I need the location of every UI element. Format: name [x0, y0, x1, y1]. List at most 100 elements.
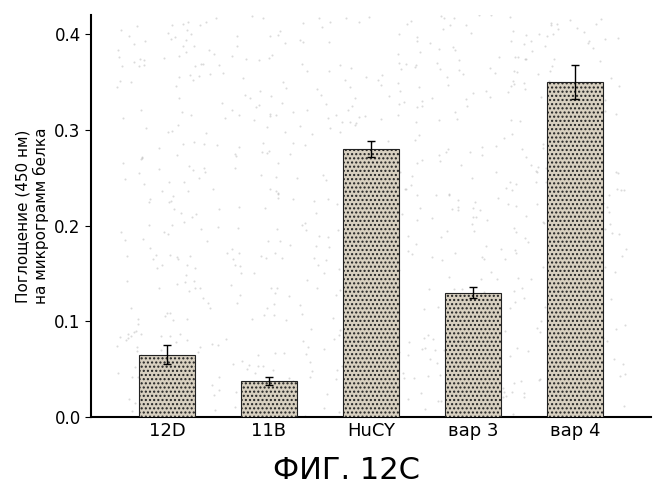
- Point: [168, 316, 178, 324]
- Point: [547, 214, 558, 222]
- Point: [439, 14, 450, 22]
- Point: [381, 156, 392, 164]
- Point: [203, 299, 214, 307]
- Y-axis label: Поглощение (450 нм)
на микрограмм белка: Поглощение (450 нм) на микрограмм белка: [15, 128, 49, 304]
- Point: [479, 254, 490, 262]
- Point: [534, 30, 545, 38]
- Point: [194, 284, 205, 292]
- Point: [300, 226, 311, 234]
- Point: [483, 330, 494, 338]
- Point: [154, 382, 165, 390]
- Point: [278, 385, 288, 393]
- Point: [452, 203, 463, 211]
- Point: [356, 364, 367, 372]
- Point: [376, 80, 387, 88]
- Point: [395, 168, 406, 176]
- Point: [131, 327, 142, 335]
- Point: [154, 144, 165, 152]
- Point: [600, 224, 611, 232]
- Point: [579, 28, 589, 36]
- Point: [163, 128, 174, 136]
- Point: [595, 58, 605, 66]
- Point: [518, 294, 529, 302]
- Point: [258, 362, 268, 370]
- Point: [546, 322, 557, 330]
- Point: [234, 204, 244, 212]
- Point: [417, 345, 428, 353]
- Point: [278, 78, 289, 86]
- Point: [210, 406, 220, 414]
- Point: [302, 67, 312, 75]
- Point: [549, 120, 560, 128]
- Point: [372, 256, 383, 264]
- Point: [374, 303, 384, 311]
- Point: [618, 186, 629, 194]
- Point: [403, 232, 414, 240]
- Point: [512, 54, 523, 62]
- Point: [279, 348, 290, 356]
- Point: [206, 380, 217, 388]
- Point: [322, 390, 332, 398]
- Point: [551, 268, 561, 276]
- Point: [532, 200, 543, 207]
- Point: [372, 296, 383, 304]
- Point: [281, 398, 292, 406]
- Point: [378, 338, 389, 345]
- Point: [589, 162, 599, 170]
- Point: [485, 93, 496, 101]
- Point: [537, 262, 548, 270]
- Point: [320, 256, 331, 264]
- Point: [190, 264, 200, 272]
- Point: [216, 98, 227, 106]
- Point: [447, 205, 458, 213]
- Point: [548, 358, 559, 366]
- Point: [285, 150, 296, 158]
- Point: [166, 198, 176, 205]
- Point: [361, 226, 372, 234]
- Point: [159, 362, 169, 370]
- Point: [140, 37, 151, 45]
- Point: [226, 280, 236, 288]
- Point: [402, 396, 413, 404]
- Point: [613, 230, 624, 237]
- Point: [167, 128, 178, 136]
- Point: [168, 375, 179, 383]
- Point: [432, 359, 443, 367]
- Point: [199, 164, 210, 172]
- Point: [203, 46, 214, 54]
- Point: [315, 91, 326, 99]
- Point: [515, 117, 525, 125]
- Point: [232, 224, 243, 232]
- Point: [120, 174, 131, 182]
- Point: [603, 208, 614, 216]
- Point: [182, 187, 193, 195]
- Point: [165, 308, 176, 316]
- Point: [499, 134, 509, 142]
- Point: [246, 12, 257, 20]
- Point: [301, 350, 312, 358]
- Point: [275, 236, 286, 244]
- Point: [509, 287, 519, 295]
- Point: [166, 362, 177, 370]
- Point: [312, 284, 322, 292]
- Point: [588, 226, 599, 234]
- Point: [271, 110, 282, 118]
- Point: [138, 234, 149, 242]
- Point: [179, 278, 190, 286]
- Point: [214, 60, 224, 68]
- Point: [323, 114, 334, 122]
- Point: [368, 243, 378, 251]
- Point: [266, 284, 276, 292]
- Point: [490, 69, 500, 77]
- Point: [460, 95, 471, 103]
- Point: [617, 252, 627, 260]
- Point: [212, 223, 223, 231]
- Point: [530, 178, 541, 186]
- Point: [280, 316, 291, 324]
- Point: [126, 78, 137, 86]
- Point: [170, 33, 180, 41]
- Point: [182, 336, 192, 344]
- Point: [382, 137, 393, 145]
- Point: [227, 106, 238, 114]
- Point: [187, 76, 198, 84]
